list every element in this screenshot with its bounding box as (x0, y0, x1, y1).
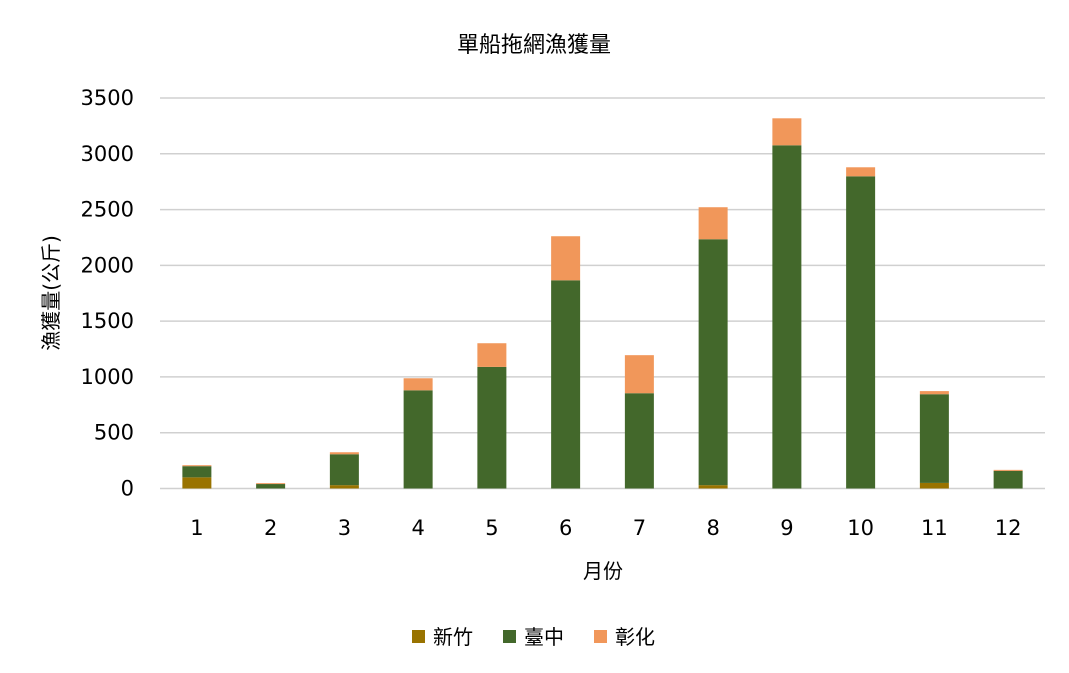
x-tick-label: 8 (706, 516, 719, 540)
bar-臺中-6 (551, 280, 581, 489)
bar-彰化-6 (551, 236, 581, 281)
x-tick-label: 12 (995, 516, 1022, 540)
x-tick-label: 7 (633, 516, 646, 540)
y-tick-label: 1000 (81, 365, 134, 389)
gridlines (160, 97, 1045, 490)
bar-彰化-9 (772, 118, 802, 146)
legend-item: 彰化 (594, 625, 655, 649)
x-tick-label: 5 (485, 516, 498, 540)
legend-swatch (412, 630, 425, 643)
bar-臺中-8 (698, 239, 728, 486)
bar-臺中-7 (624, 393, 654, 489)
bar-臺中-1 (182, 466, 212, 478)
bar-彰化-7 (624, 355, 654, 394)
bar-彰化-10 (846, 167, 876, 177)
legend-item: 臺中 (503, 625, 564, 649)
x-tick-label: 1 (190, 516, 203, 540)
bar-彰化-5 (477, 343, 507, 367)
bars (182, 118, 1023, 489)
x-tick-label: 11 (921, 516, 948, 540)
x-tick-label: 4 (411, 516, 424, 540)
bar-彰化-2 (256, 483, 286, 485)
bar-彰化-4 (403, 378, 433, 391)
y-tick-label: 2000 (81, 253, 134, 277)
bar-新竹-3 (329, 485, 359, 489)
chart-title: 單船拖網漁獲量 (457, 33, 611, 58)
legend-swatch (594, 630, 607, 643)
y-tick-label: 500 (94, 421, 134, 445)
legend-swatch (503, 630, 516, 643)
bar-彰化-1 (182, 465, 212, 467)
y-tick-label: 0 (121, 477, 134, 501)
bar-新竹-11 (919, 482, 949, 489)
x-tick-label: 6 (559, 516, 572, 540)
y-tick-label: 1500 (81, 309, 134, 333)
x-tick-label: 2 (264, 516, 277, 540)
bar-臺中-2 (256, 484, 286, 489)
bar-臺中-9 (772, 145, 802, 489)
legend-item: 新竹 (412, 625, 473, 649)
legend: 新竹 臺中 彰化 (412, 625, 655, 649)
bar-彰化-3 (329, 452, 359, 455)
legend-label: 新竹 (433, 625, 473, 649)
bar-臺中-12 (993, 470, 1023, 489)
bar-臺中-5 (477, 366, 507, 489)
x-axis-label: 月份 (583, 559, 623, 583)
x-tick-label: 10 (847, 516, 874, 540)
bar-彰化-11 (919, 391, 949, 395)
bar-臺中-10 (846, 176, 876, 489)
legend-label: 彰化 (615, 625, 655, 649)
y-tick-label: 3500 (81, 86, 134, 110)
x-tick-label: 9 (780, 516, 793, 540)
bar-彰化-12 (993, 469, 1023, 471)
y-tick-label: 3000 (81, 142, 134, 166)
x-tick-label: 3 (338, 516, 351, 540)
x-axis-ticks: 1 2 3 4 5 6 7 8 9 10 11 12 (190, 516, 1021, 540)
bar-臺中-4 (403, 390, 433, 489)
bar-新竹-8 (698, 485, 728, 489)
y-axis-ticks: 0 500 1000 1500 2000 2500 3000 3500 (81, 86, 134, 501)
bar-臺中-3 (329, 454, 359, 486)
bar-新竹-1 (182, 477, 212, 489)
legend-label: 臺中 (524, 625, 564, 649)
y-axis-label: 漁獲量(公斤) (39, 235, 63, 351)
bar-彰化-8 (698, 207, 728, 240)
bar-臺中-11 (919, 394, 949, 483)
y-tick-label: 2500 (81, 198, 134, 222)
